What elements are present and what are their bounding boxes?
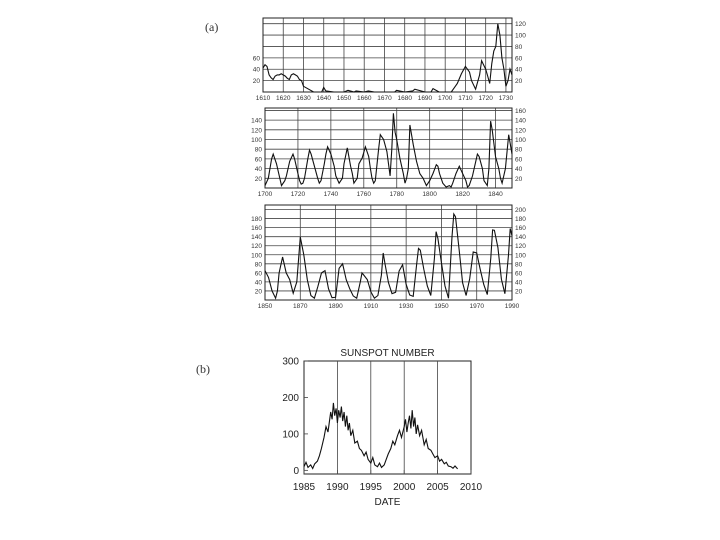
- y-right-tick-label: 40: [515, 279, 523, 286]
- y-left-tick-label: 140: [251, 118, 262, 125]
- sunspot-series-line: [303, 402, 459, 470]
- x-axis-label: DATE: [375, 497, 401, 508]
- y-right-tick-label: 140: [515, 234, 526, 241]
- x-tick-label: 1910: [364, 303, 379, 310]
- x-tick-label: 1610: [256, 95, 271, 102]
- x-tick-label: 1740: [324, 191, 339, 198]
- y-right-tick-label: 120: [515, 243, 526, 250]
- y-tick-label: 100: [282, 429, 299, 440]
- x-tick-label: 1930: [399, 303, 414, 310]
- y-right-tick-label: 40: [515, 67, 523, 74]
- y-left-tick-label: 20: [253, 78, 261, 85]
- plot-frame: [264, 107, 513, 189]
- y-left-tick-label: 100: [251, 137, 262, 144]
- y-right-tick-label: 160: [515, 225, 526, 232]
- y-left-tick-label: 140: [251, 234, 262, 241]
- y-left-tick-label: 160: [251, 225, 262, 232]
- x-tick-label: 2010: [460, 482, 483, 493]
- chart-b: SUNSPOT NUMBER 0 100 200 300 1985 1990 1995 2000…: [282, 348, 482, 508]
- y-tick-label: 200: [282, 393, 299, 404]
- y-right-tick-label: 80: [515, 44, 523, 51]
- panel-label-b: (b): [196, 362, 210, 376]
- sunspot-series-line: [262, 23, 513, 93]
- x-tick-label: 1995: [360, 482, 383, 493]
- x-tick-label: 1985: [293, 482, 316, 493]
- x-tick-label: 2005: [426, 482, 449, 493]
- sunspot-series-line: [264, 212, 513, 300]
- x-tick-label: 1800: [422, 191, 437, 198]
- x-tick-label: 1850: [258, 303, 273, 310]
- plot-frame: [303, 360, 472, 475]
- chart-a1: 1610 1620 1630 1640 1650 1660 1670 1680 1690 1700…: [253, 17, 526, 102]
- y-right-tick-label: 160: [515, 108, 526, 115]
- y-left-tick-label: 60: [253, 55, 261, 62]
- y-right-tick-label: 20: [515, 78, 523, 85]
- x-tick-label: 1840: [488, 191, 503, 198]
- x-tick-label: 1710: [458, 95, 473, 102]
- x-tick-label: 1780: [389, 191, 404, 198]
- x-tick-label: 1720: [478, 95, 493, 102]
- y-left-tick-label: 120: [251, 127, 262, 134]
- y-left-tick-label: 40: [255, 166, 263, 173]
- x-tick-label: 1660: [357, 95, 372, 102]
- x-tick-label: 1680: [397, 95, 412, 102]
- x-tick-label: 1700: [438, 95, 453, 102]
- x-tick-label: 1670: [377, 95, 392, 102]
- plot-frame: [264, 204, 513, 301]
- y-left-tick-label: 60: [255, 270, 263, 277]
- y-left-tick-label: 40: [253, 67, 261, 74]
- chart-a2: 1700 1720 1740 1760 1780 1800 1820 1840 20 40 60 80…: [251, 107, 526, 198]
- y-right-tick-label: 40: [515, 166, 523, 173]
- x-tick-label: 1640: [316, 95, 331, 102]
- y-tick-label: 300: [282, 357, 299, 368]
- y-left-tick-label: 100: [251, 252, 262, 259]
- y-left-tick-label: 40: [255, 279, 263, 286]
- x-tick-label: 1720: [291, 191, 306, 198]
- x-tick-label: 1760: [357, 191, 372, 198]
- x-tick-label: 1690: [418, 95, 433, 102]
- x-tick-label: 1970: [469, 303, 484, 310]
- y-right-tick-label: 100: [515, 137, 526, 144]
- y-right-tick-label: 200: [515, 207, 526, 214]
- y-left-tick-label: 80: [255, 147, 263, 154]
- sunspot-series-line: [264, 113, 513, 188]
- y-left-tick-label: 60: [255, 156, 263, 163]
- chart-title: SUNSPOT NUMBER: [340, 348, 434, 359]
- x-tick-label: 1990: [326, 482, 349, 493]
- x-tick-label: 1630: [296, 95, 311, 102]
- y-right-tick-label: 120: [515, 21, 526, 28]
- x-tick-label: 1890: [328, 303, 343, 310]
- y-right-tick-label: 120: [515, 127, 526, 134]
- x-tick-label: 1650: [337, 95, 352, 102]
- y-right-tick-label: 60: [515, 55, 523, 62]
- x-tick-label: 1870: [293, 303, 308, 310]
- x-tick-label: 1820: [455, 191, 470, 198]
- y-right-tick-label: 60: [515, 270, 523, 277]
- x-tick-label: 1990: [505, 303, 520, 310]
- y-left-tick-label: 20: [255, 176, 263, 183]
- x-tick-label: 2000: [393, 482, 416, 493]
- y-right-tick-label: 140: [515, 118, 526, 125]
- y-right-tick-label: 180: [515, 216, 526, 223]
- y-tick-label: 0: [293, 466, 299, 477]
- y-left-tick-label: 20: [255, 288, 263, 295]
- y-right-tick-label: 60: [515, 156, 523, 163]
- x-tick-label: 1620: [276, 95, 291, 102]
- y-right-tick-label: 100: [515, 252, 526, 259]
- y-right-tick-label: 20: [515, 176, 523, 183]
- y-right-tick-label: 80: [515, 261, 523, 268]
- chart-a3: 1850 1870 1890 1910 1930 1950 1970 1990 20 40 60 80…: [251, 204, 526, 310]
- x-tick-label: 1700: [258, 191, 273, 198]
- y-left-tick-label: 120: [251, 243, 262, 250]
- y-right-tick-label: 100: [515, 33, 526, 40]
- y-left-tick-label: 180: [251, 216, 262, 223]
- x-tick-label: 1730: [499, 95, 514, 102]
- panel-label-a: (a): [205, 20, 219, 34]
- y-left-tick-label: 80: [255, 261, 263, 268]
- y-right-tick-label: 20: [515, 288, 523, 295]
- y-right-tick-label: 80: [515, 147, 523, 154]
- x-tick-label: 1950: [434, 303, 449, 310]
